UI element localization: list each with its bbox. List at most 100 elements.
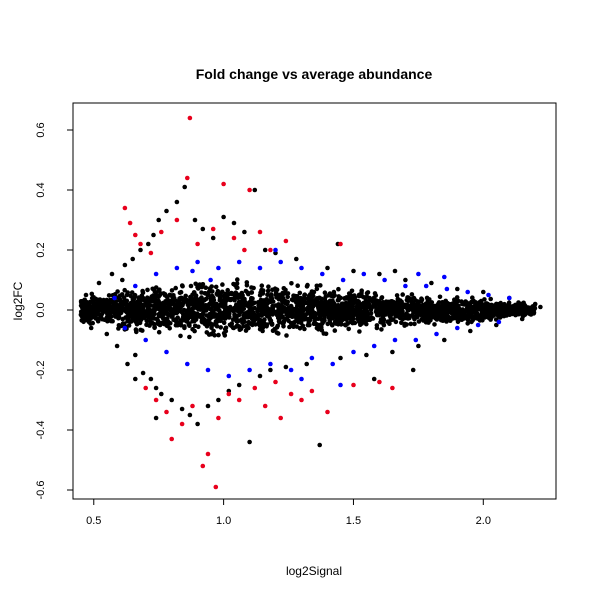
data-point bbox=[106, 293, 112, 298]
data-point bbox=[409, 303, 414, 308]
data-point bbox=[78, 299, 84, 304]
data-point bbox=[185, 308, 190, 313]
data-point bbox=[117, 308, 122, 314]
data-point bbox=[116, 315, 121, 321]
data-point bbox=[246, 325, 251, 331]
data-point bbox=[434, 331, 439, 337]
data-point bbox=[302, 313, 308, 318]
data-point bbox=[125, 290, 130, 295]
data-point bbox=[211, 328, 216, 334]
data-point bbox=[134, 310, 139, 315]
data-point bbox=[419, 316, 425, 322]
data-point bbox=[409, 292, 415, 297]
data-point bbox=[413, 298, 419, 303]
data-point bbox=[140, 370, 146, 376]
data-point bbox=[479, 312, 485, 317]
data-point bbox=[299, 397, 304, 403]
data-point bbox=[434, 317, 440, 322]
data-point bbox=[216, 415, 221, 421]
data-point bbox=[151, 309, 156, 315]
data-point bbox=[378, 301, 383, 306]
data-point bbox=[494, 322, 499, 328]
data-point bbox=[104, 304, 110, 309]
data-point bbox=[377, 271, 382, 277]
data-point bbox=[206, 305, 211, 310]
data-point bbox=[112, 292, 118, 297]
data-point bbox=[94, 310, 99, 316]
data-point bbox=[250, 296, 255, 301]
data-point bbox=[260, 328, 265, 334]
data-point bbox=[122, 321, 127, 327]
data-point bbox=[154, 293, 160, 299]
data-point bbox=[295, 302, 301, 308]
data-point bbox=[126, 315, 132, 321]
data-point bbox=[313, 321, 319, 327]
data-point bbox=[501, 310, 506, 315]
data-point bbox=[273, 379, 278, 385]
data-point bbox=[177, 321, 183, 327]
data-point bbox=[262, 317, 267, 322]
data-point bbox=[213, 484, 219, 490]
data-point bbox=[156, 329, 162, 335]
data-point bbox=[170, 294, 175, 300]
data-point bbox=[195, 241, 200, 247]
data-point bbox=[202, 297, 208, 303]
data-point bbox=[280, 290, 285, 296]
data-point bbox=[273, 247, 278, 253]
data-point bbox=[416, 271, 421, 277]
data-point bbox=[221, 320, 227, 326]
data-point bbox=[377, 379, 382, 385]
data-point bbox=[320, 317, 326, 323]
data-point bbox=[109, 271, 115, 277]
data-point bbox=[136, 295, 142, 300]
data-point bbox=[198, 297, 203, 303]
data-point bbox=[309, 388, 315, 394]
data-point bbox=[410, 367, 416, 373]
data-point bbox=[468, 328, 473, 334]
data-point bbox=[128, 319, 133, 324]
data-point bbox=[497, 315, 503, 320]
data-point bbox=[287, 324, 292, 330]
data-point bbox=[404, 322, 409, 327]
data-point bbox=[265, 288, 271, 294]
data-point bbox=[247, 439, 252, 445]
data-point bbox=[218, 325, 223, 330]
data-point bbox=[488, 296, 494, 302]
data-point bbox=[325, 265, 330, 271]
data-point bbox=[146, 241, 151, 247]
data-point bbox=[328, 312, 334, 318]
data-point bbox=[364, 352, 369, 358]
data-point bbox=[290, 297, 296, 303]
data-point bbox=[153, 285, 159, 290]
data-point bbox=[96, 280, 102, 286]
data-point bbox=[470, 295, 475, 301]
data-point bbox=[525, 305, 531, 310]
data-point bbox=[155, 302, 161, 307]
data-point bbox=[153, 397, 159, 403]
data-point bbox=[413, 337, 419, 343]
data-point bbox=[379, 327, 384, 332]
data-point bbox=[222, 333, 228, 338]
data-point bbox=[257, 265, 263, 271]
data-point bbox=[247, 367, 252, 373]
data-point bbox=[188, 294, 193, 300]
data-point bbox=[260, 291, 266, 296]
data-point bbox=[110, 318, 115, 324]
data-point bbox=[268, 247, 273, 253]
data-point bbox=[309, 355, 315, 361]
data-point bbox=[248, 321, 253, 326]
data-point bbox=[166, 321, 171, 327]
data-point bbox=[209, 293, 215, 299]
data-point bbox=[125, 302, 131, 308]
data-point bbox=[161, 321, 167, 327]
data-point bbox=[220, 289, 225, 295]
data-point bbox=[163, 305, 168, 311]
data-point bbox=[285, 294, 291, 300]
data-point bbox=[107, 297, 113, 303]
data-point bbox=[294, 256, 299, 262]
data-point bbox=[226, 391, 232, 397]
data-point bbox=[93, 297, 99, 302]
data-point bbox=[412, 310, 418, 315]
data-point bbox=[220, 304, 226, 309]
data-point bbox=[318, 283, 323, 288]
